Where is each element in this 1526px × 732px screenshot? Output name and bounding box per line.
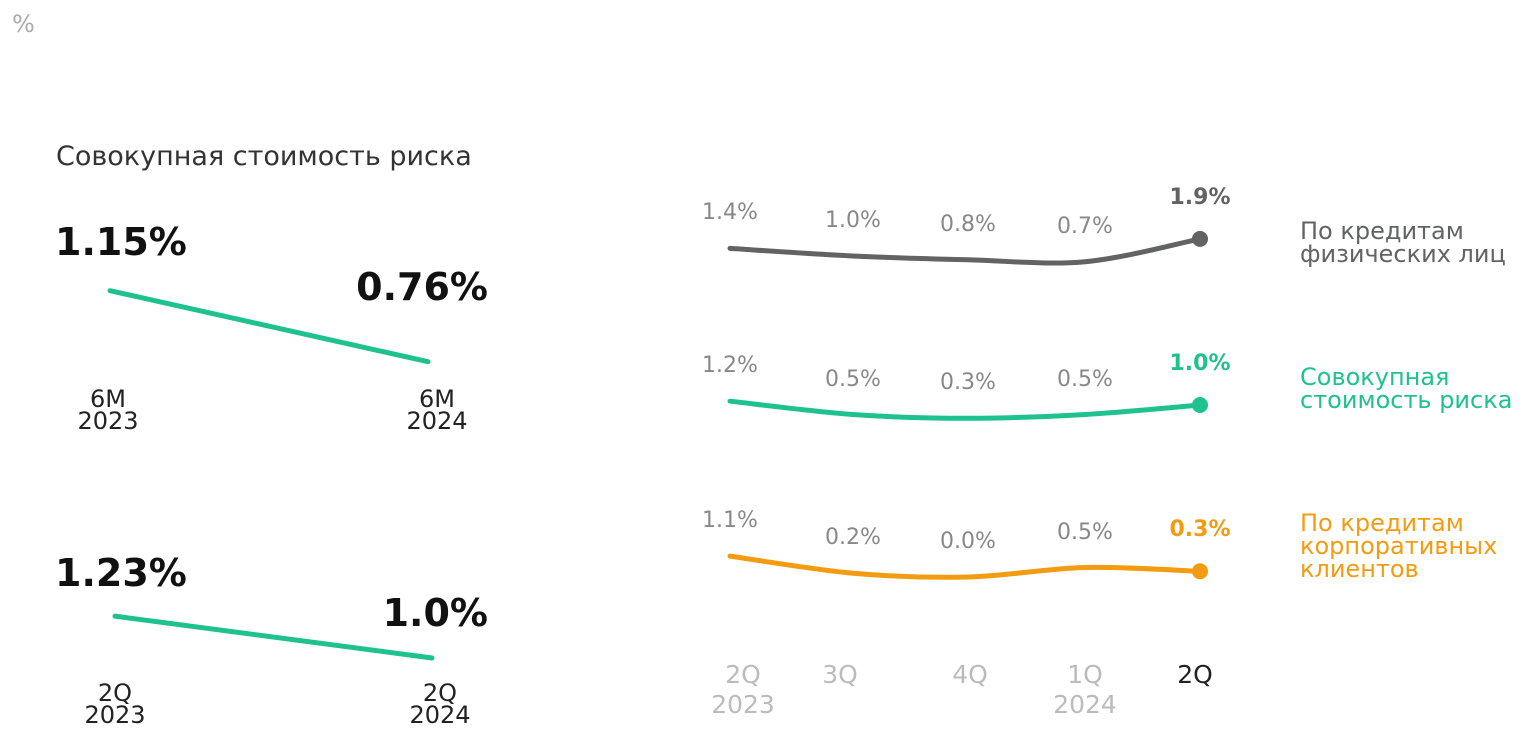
value-label: 1.9% [1169, 184, 1231, 210]
value-label: 1.2% [702, 353, 758, 379]
legend-label: По кредитам физических лиц [1300, 217, 1506, 268]
x-tick-label: 1Q 2024 [1053, 660, 1117, 719]
value-label: 1.15% [55, 219, 187, 264]
value-label: 1.0% [825, 208, 881, 233]
line [727, 553, 1203, 580]
chart-title: Совокупная стоимость риска [56, 141, 472, 172]
value-label: 0.3% [1169, 517, 1231, 543]
value-label: 1.0% [382, 591, 488, 635]
value-label: 0.0% [940, 529, 996, 554]
end-marker [1192, 563, 1208, 580]
x-tick-label: 6M 2023 [77, 385, 139, 435]
x-tick-label: 2Q 2023 [711, 660, 775, 719]
value-label: 0.3% [940, 370, 996, 396]
x-tick-label: 2Q 2023 [84, 679, 146, 729]
end-marker [1192, 397, 1208, 413]
x-tick-label: 6M 2024 [406, 385, 468, 435]
line [107, 288, 431, 365]
value-label: 1.1% [702, 508, 758, 534]
line [727, 236, 1203, 266]
value-label: 0.7% [1057, 213, 1113, 239]
value-label: 0.5% [1057, 366, 1113, 392]
value-label: 0.5% [1057, 519, 1113, 545]
value-label: 1.23% [55, 551, 187, 596]
line [727, 398, 1203, 421]
x-tick-label: 4Q [952, 660, 988, 689]
value-label: 1.4% [702, 200, 758, 226]
end-marker [1192, 230, 1208, 247]
legend-label: Совокупная стоимость риска [1300, 363, 1513, 414]
value-label: 0.2% [825, 525, 881, 551]
legend-label: По кредитам корпоративных клиентов [1300, 509, 1498, 583]
value-label: 0.76% [356, 264, 488, 309]
line [112, 613, 435, 661]
x-tick-label: 2Q 2024 [409, 679, 471, 729]
x-tick-label: 3Q [822, 660, 858, 689]
value-label: 1.0% [1169, 351, 1231, 376]
x-tick-label: 2Q [1177, 660, 1213, 689]
value-label: 0.8% [940, 211, 996, 237]
value-label: 0.5% [825, 366, 881, 392]
unit-label: % [12, 10, 35, 38]
